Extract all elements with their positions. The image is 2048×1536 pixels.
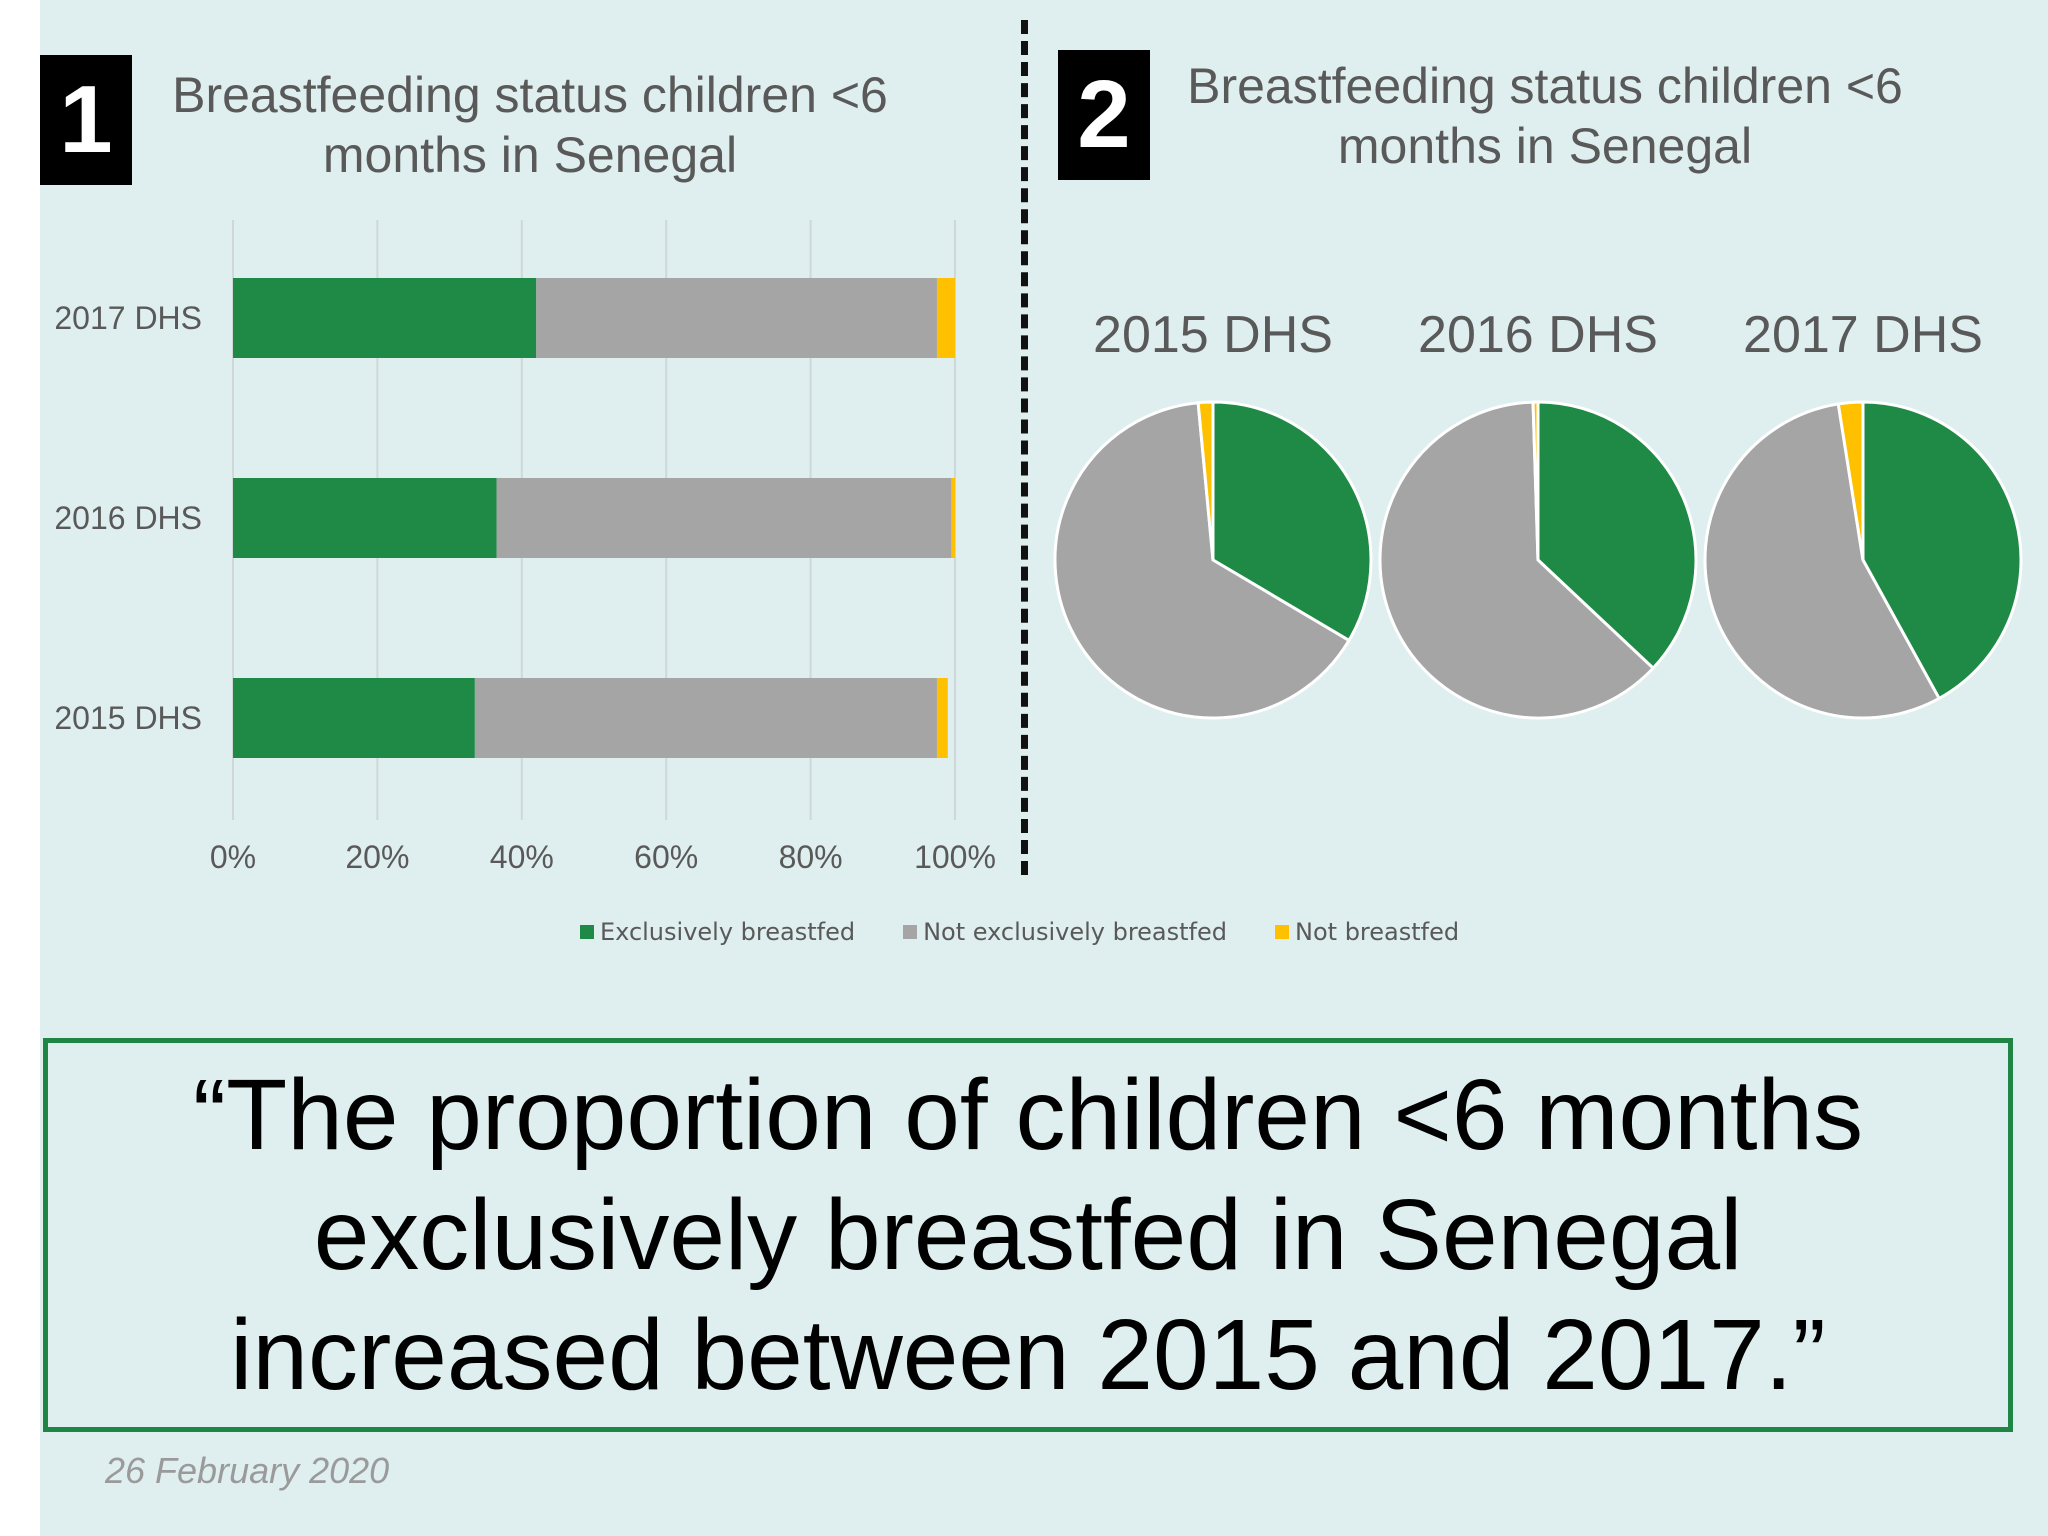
y-category-label: 2015 DHS [54,700,202,736]
pie-slice-not-breastfed [1531,400,1540,561]
pie-chart-title-line1: Breastfeeding status children <6 [1187,58,1903,114]
pie-label: 2016 DHS [1418,306,1658,364]
quote-line-2: exclusively breastfed in Senegal [313,1179,1743,1291]
bar-segment-not-breastfed [936,278,955,358]
bar-segment-not-exclusive [496,478,952,558]
legend-item-not-breastfed: Not breastfed [1275,918,1459,946]
pie-slice-not-exclusive [1053,401,1352,720]
bar-chart-title-line1: Breastfeeding status children <6 [172,67,888,123]
pie-slice-not-breastfed [1836,400,1865,561]
slide-background [40,0,2048,1536]
y-category-label: 2017 DHS [54,300,202,336]
panel-1-badge: 1 [40,55,132,185]
x-tick-label: 80% [779,839,843,875]
pie-slice-not-exclusive [1703,402,1942,720]
legend-label-not-breastfed: Not breastfed [1295,918,1460,946]
legend-item-exclusive: Exclusively breastfed [580,918,855,946]
legend-label-not-exclusive: Not exclusively breastfed [923,918,1228,946]
bar-segment-not-breastfed [951,478,955,558]
legend-swatch-not-exclusive [903,925,918,939]
legend-label-exclusive: Exclusively breastfed [600,918,856,946]
slide-date: 26 February 2020 [105,1450,390,1491]
pie-label: 2015 DHS [1093,306,1333,364]
pie-slice-not-exclusive [1378,400,1656,720]
pie-slice-exclusive [1861,400,2023,701]
bar-segment-not-exclusive [474,678,937,758]
pie-chart-title-line2: months in Senegal [1337,118,1753,174]
x-tick-label: 60% [634,839,698,875]
legend-item-not-exclusive: Not exclusively breastfed [903,918,1227,946]
pie-slice-exclusive [1536,400,1698,671]
bar-segment-not-breastfed [936,678,948,758]
bar-chart-title-line2: months in Senegal [322,127,738,183]
quote-box: “The proportion of children <6 months ex… [43,1038,2013,1432]
quote-line-1: “The proportion of children <6 months [192,1059,1864,1171]
quote-line-3: increased between 2015 and 2017.” [230,1299,1826,1411]
x-tick-label: 20% [345,839,409,875]
x-tick-label: 100% [914,839,996,875]
legend-swatch-exclusive [580,925,594,939]
panel-2-badge: 2 [1058,50,1150,180]
quote-text: “The proportion of children <6 months ex… [78,1055,1978,1415]
stacked-bar-chart: 0% 20% 40% 60% 80% 100% 2017 DHS 2016 DHS 2015 D… [54,220,996,875]
bar-segment-not-exclusive [536,278,937,358]
bar-segment-exclusive [233,478,497,558]
pie-chart-title: Breastfeeding status children <6 months … [1160,56,1930,176]
chart-legend: Exclusively breastfed Not exclusively br… [580,917,1459,947]
pie-label: 2017 DHS [1743,306,1983,364]
bar-segment-exclusive [233,678,475,758]
bar-segment-exclusive [233,278,537,358]
legend-swatch-not-breastfed [1275,925,1290,939]
panel-divider [1021,20,1028,875]
pie-charts [1053,400,2023,720]
x-tick-label: 40% [490,839,554,875]
x-tick-label: 0% [210,839,256,875]
pie-slice-not-breastfed [1196,400,1215,561]
bar-chart-title: Breastfeeding status children <6 months … [140,65,920,185]
pie-slice-exclusive [1211,400,1373,643]
y-category-label: 2016 DHS [54,500,202,536]
